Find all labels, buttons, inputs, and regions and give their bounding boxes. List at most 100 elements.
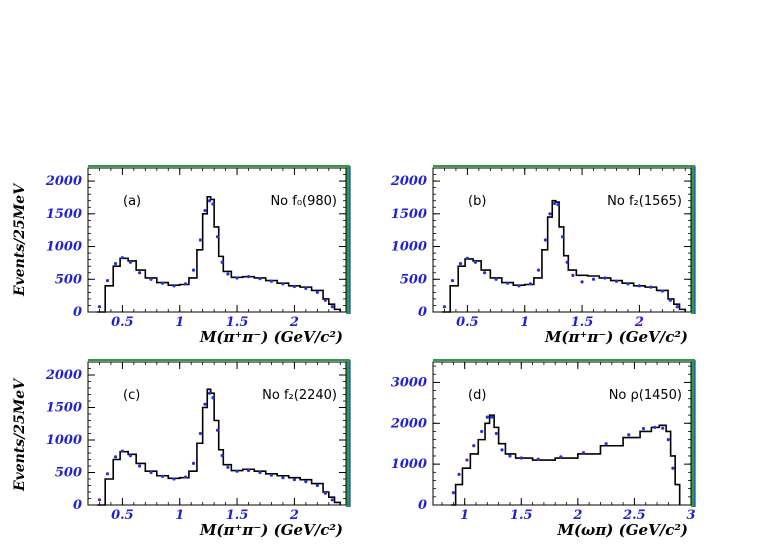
- data-point: [220, 454, 224, 458]
- fit-histogram-series: [451, 414, 681, 506]
- plot-frame: [432, 167, 692, 313]
- data-point: [292, 284, 296, 289]
- panel-label: (c): [123, 388, 140, 403]
- data-point: [666, 438, 670, 442]
- data-point: [500, 448, 504, 452]
- y-tick-label: 1500: [46, 401, 82, 416]
- y-tick-label: 0: [73, 498, 82, 513]
- data-point: [517, 284, 521, 288]
- data-point: [494, 277, 498, 281]
- x-tick-label: 0.5: [111, 315, 134, 330]
- data-point: [603, 276, 607, 280]
- y-tick-label: 2000: [390, 174, 427, 189]
- data-point: [258, 470, 262, 475]
- y-tick-label: 2000: [45, 368, 82, 383]
- x-tick-label: 1: [175, 508, 184, 523]
- y-tick-label: 1000: [391, 240, 427, 255]
- data-point: [591, 277, 596, 281]
- data-point: [226, 272, 230, 276]
- data-point: [627, 433, 631, 437]
- data-point: [207, 391, 212, 395]
- x-tick-label: 2: [289, 508, 299, 523]
- y-axis-title-bottom: Events/25MeV: [12, 377, 28, 492]
- data-point: [203, 208, 207, 213]
- fit-histogram-series: [442, 199, 687, 313]
- data-point: [330, 305, 334, 309]
- data-point: [536, 268, 541, 272]
- x-tick-label: 2.5: [622, 508, 646, 523]
- data-point: [226, 465, 230, 469]
- panel-label: (b): [468, 194, 486, 209]
- data-point: [315, 483, 319, 488]
- x-tick-label: 1: [520, 315, 529, 330]
- data-point: [508, 454, 512, 458]
- data-point: [548, 212, 552, 216]
- data-point: [235, 469, 239, 473]
- x-tick-label: 1: [175, 315, 184, 330]
- data-point: [565, 260, 569, 264]
- data-point: [480, 429, 484, 434]
- fit-histogram-series: [97, 388, 342, 506]
- data-point: [191, 461, 196, 465]
- data-point: [258, 277, 262, 281]
- data-point: [472, 444, 476, 448]
- y-tick-label: 500: [400, 272, 427, 287]
- data-point: [172, 477, 176, 481]
- data-point: [660, 289, 664, 293]
- data-point: [207, 199, 212, 203]
- data-point: [442, 305, 447, 309]
- fit-histogram-series: [97, 196, 342, 313]
- plot-frame: [87, 167, 347, 313]
- data-point: [494, 431, 498, 436]
- data-point: [641, 426, 646, 431]
- panel-annotation: No f₂(2240): [262, 388, 337, 403]
- data-point: [552, 201, 557, 205]
- data-point: [138, 464, 142, 468]
- data-point: [149, 277, 153, 281]
- y-tick-label: 500: [55, 466, 82, 481]
- data-point: [490, 415, 494, 419]
- x-tick-label: 1.5: [226, 508, 249, 523]
- data-point: [653, 425, 657, 429]
- data-point: [220, 260, 224, 264]
- panel-b: 0.5 1 1.5 2 0 500 1000 1500 2000 (b) No f₂(1565) M(…: [390, 165, 696, 346]
- x-tick-label: 2: [634, 315, 644, 330]
- data-point: [149, 470, 153, 475]
- frame-shadow-right: [346, 360, 350, 507]
- data-point: [451, 491, 455, 495]
- data-point: [560, 235, 565, 239]
- data-point: [120, 256, 124, 260]
- data-point: [581, 451, 586, 455]
- x-tick-label: 1.5: [226, 315, 249, 330]
- x-tick-label: 2: [572, 508, 582, 523]
- y-tick-label: 1000: [391, 457, 427, 472]
- data-point: [128, 454, 133, 458]
- x-tick-label: 1: [460, 508, 469, 523]
- data-point: [304, 286, 308, 291]
- data-point: [105, 472, 110, 476]
- data-point: [483, 271, 487, 275]
- data-point: [315, 290, 319, 294]
- data-point: [191, 268, 196, 272]
- y-tick-label: 0: [418, 305, 427, 320]
- data-point: [128, 260, 133, 264]
- data-point: [211, 396, 215, 400]
- panel-label: (a): [123, 194, 141, 209]
- data-point: [160, 474, 165, 478]
- data-point: [604, 442, 608, 446]
- data-point: [269, 473, 274, 477]
- panel-annotation: No ρ(1450): [609, 388, 682, 403]
- data-point: [97, 498, 102, 502]
- data-point: [661, 426, 665, 430]
- data-point: [281, 476, 285, 480]
- data-point: [559, 455, 563, 459]
- data-point: [113, 455, 118, 459]
- data-point: [571, 273, 575, 277]
- data-point: [246, 275, 251, 279]
- y-tick-label: 1000: [46, 240, 82, 255]
- panel-d: 1 1.5 2 2.5 3 0 1000 2000 3000 (d) No ρ(1450) M(ωπ)…: [390, 359, 696, 539]
- x-tick-label: 1.5: [510, 508, 533, 523]
- data-point: [626, 282, 630, 286]
- data-point: [198, 238, 202, 242]
- data-point: [458, 261, 463, 266]
